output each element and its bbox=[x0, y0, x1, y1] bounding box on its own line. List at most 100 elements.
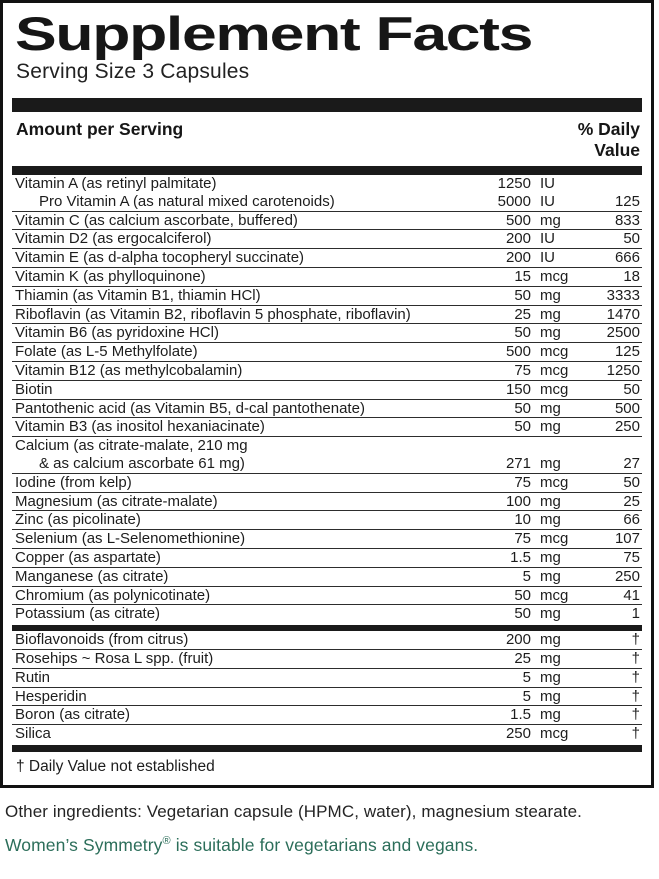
nutrient-row: Pantothenic acid (as Vitamin B5, d-cal p… bbox=[12, 400, 642, 419]
nutrient-name: & as calcium ascorbate 61 mg) bbox=[39, 454, 245, 472]
nutrient-daily-value: † bbox=[631, 706, 640, 724]
nutrient-daily-value: † bbox=[631, 725, 640, 743]
nutrient-amount: 25 bbox=[514, 305, 531, 323]
nutrient-name: Vitamin C (as calcium ascorbate, buffere… bbox=[15, 211, 298, 229]
nutrient-daily-value: 41 bbox=[623, 586, 640, 604]
nutrient-daily-value: 125 bbox=[614, 192, 640, 210]
nutrient-daily-value: 50 bbox=[623, 230, 640, 248]
nutrient-unit: mcg bbox=[540, 380, 569, 398]
nutrient-daily-value: 666 bbox=[614, 249, 640, 267]
amount-per-serving-label: Amount per Serving bbox=[16, 119, 184, 139]
nutrient-amount: 50 bbox=[514, 605, 531, 623]
nutrient-name: Manganese (as citrate) bbox=[15, 567, 169, 585]
nutrient-name: Copper (as aspartate) bbox=[15, 548, 161, 566]
brand-name: Women’s Symmetry bbox=[5, 834, 163, 855]
nutrient-amount: 250 bbox=[505, 725, 531, 743]
nutrient-name: Zinc (as picolinate) bbox=[15, 511, 141, 529]
table-header: Amount per Serving % Daily Value bbox=[12, 112, 642, 166]
nutrient-row: Bioflavonoids (from citrus) 200 mg † bbox=[12, 631, 642, 650]
nutrient-amount: 500 bbox=[505, 211, 531, 229]
nutrient-unit: mg bbox=[540, 687, 561, 705]
nutrient-unit: mg bbox=[540, 399, 561, 417]
nutrient-daily-value: † bbox=[631, 668, 640, 686]
nutrient-unit: mg bbox=[540, 511, 561, 529]
nutrient-unit: mg bbox=[540, 492, 561, 510]
nutrient-unit: mcg bbox=[540, 473, 569, 491]
nutrient-row: Boron (as citrate) 1.5 mg † bbox=[12, 706, 642, 726]
nutrient-row: & as calcium ascorbate 61 mg) 271 mg 27 bbox=[12, 455, 642, 474]
nutrient-amount: 75 bbox=[514, 473, 531, 491]
nutrient-daily-value: 833 bbox=[614, 211, 640, 229]
nutrient-amount: 200 bbox=[505, 230, 531, 248]
nutrient-amount: 50 bbox=[514, 324, 531, 342]
nutrient-name: Vitamin A (as retinyl palmitate) bbox=[15, 175, 217, 192]
nutrient-daily-value: 107 bbox=[614, 530, 640, 548]
nutrient-row: Folate (as L-5 Methylfolate) 500 mcg 125 bbox=[12, 343, 642, 362]
nutrient-row: Vitamin B3 (as inositol hexaniacinate) 5… bbox=[12, 418, 642, 438]
nutrient-name: Silica bbox=[15, 725, 51, 743]
nutrient-row: Calcium (as citrate-malate, 210 mg bbox=[12, 437, 642, 455]
nutrient-daily-value: 250 bbox=[614, 418, 640, 436]
supplement-facts-title: Supplement Facts bbox=[15, 7, 533, 60]
nutrient-row: Zinc (as picolinate) 10 mg 66 bbox=[12, 511, 642, 531]
nutrient-amount: 50 bbox=[514, 586, 531, 604]
nutrient-name: Iodine (from kelp) bbox=[15, 473, 132, 491]
nutrient-unit: mcg bbox=[540, 361, 569, 379]
nutrient-daily-value: 1250 bbox=[606, 361, 640, 379]
registered-trademark-symbol: ® bbox=[162, 835, 171, 848]
nutrient-amount: 5000 bbox=[497, 192, 531, 210]
nutrient-unit: mg bbox=[540, 631, 561, 649]
nutrient-row: Hesperidin 5 mg † bbox=[12, 688, 642, 707]
nutrient-unit: mg bbox=[540, 211, 561, 229]
nutrient-daily-value: 27 bbox=[623, 454, 640, 472]
nutrient-unit: mg bbox=[540, 706, 561, 724]
nutrient-amount: 200 bbox=[505, 631, 531, 649]
nutrient-row: Vitamin K (as phylloquinone) 15 mcg 18 bbox=[12, 268, 642, 287]
nutrient-amount: 50 bbox=[514, 399, 531, 417]
nutrient-name: Chromium (as polynicotinate) bbox=[15, 586, 211, 604]
nutrient-name: Riboflavin (as Vitamin B2, riboflavin 5 … bbox=[15, 305, 411, 323]
nutrient-row: Magnesium (as citrate-malate) 100 mg 25 bbox=[12, 493, 642, 512]
nutrient-daily-value: 500 bbox=[614, 399, 640, 417]
nutrient-row: Riboflavin (as Vitamin B2, riboflavin 5 … bbox=[12, 306, 642, 325]
nutrient-unit: mg bbox=[540, 418, 561, 436]
nutrient-unit: mg bbox=[540, 649, 561, 667]
nutrient-unit: IU bbox=[540, 249, 555, 267]
nutrient-row: Selenium (as L-Selenomethionine) 75 mcg … bbox=[12, 530, 642, 549]
nutrient-name: Hesperidin bbox=[15, 687, 87, 705]
nutrient-unit: mcg bbox=[540, 267, 569, 285]
nutrient-daily-value: 250 bbox=[614, 567, 640, 585]
daily-value-footnote: † Daily Value not established bbox=[16, 757, 215, 775]
nutrient-row: Vitamin D2 (as ergocalciferol) 200 IU 50 bbox=[12, 230, 642, 250]
nutrient-name: Potassium (as citrate) bbox=[15, 605, 161, 623]
nutrient-daily-value: 2500 bbox=[606, 324, 640, 342]
nutrient-amount: 15 bbox=[514, 267, 531, 285]
nutrient-amount: 75 bbox=[514, 530, 531, 548]
nutrient-rows-section-2: Bioflavonoids (from citrus) 200 mg † Ros… bbox=[12, 631, 642, 743]
nutrient-name: Vitamin K (as phylloquinone) bbox=[15, 267, 206, 285]
nutrient-daily-value: 50 bbox=[623, 473, 640, 491]
nutrient-unit: mg bbox=[540, 548, 561, 566]
divider-bar-footnote bbox=[12, 744, 642, 752]
nutrient-amount: 75 bbox=[514, 361, 531, 379]
nutrient-daily-value: 18 bbox=[623, 267, 640, 285]
nutrient-name: Vitamin B12 (as methylcobalamin) bbox=[15, 361, 243, 379]
nutrient-amount: 1250 bbox=[497, 175, 531, 192]
nutrient-unit: mg bbox=[540, 454, 561, 472]
nutrient-unit: mcg bbox=[540, 725, 569, 743]
nutrient-row: Vitamin B6 (as pyridoxine HCl) 50 mg 250… bbox=[12, 324, 642, 344]
page-title: Supplement Facts bbox=[12, 3, 642, 57]
dv-label-line2: Value bbox=[594, 140, 640, 160]
percent-daily-value-label: % Daily Value bbox=[578, 119, 640, 161]
nutrient-name: Folate (as L-5 Methylfolate) bbox=[15, 343, 198, 361]
nutrient-unit: IU bbox=[540, 230, 555, 248]
nutrient-amount: 5 bbox=[522, 687, 531, 705]
nutrient-name: Rosehips ~ Rosa L spp. (fruit) bbox=[15, 649, 214, 667]
divider-bar-section bbox=[12, 625, 642, 632]
nutrient-amount: 1.5 bbox=[510, 706, 531, 724]
divider-bar-thick bbox=[12, 98, 642, 112]
nutrient-name: Pro Vitamin A (as natural mixed caroteno… bbox=[39, 192, 335, 210]
dv-label-line1: % Daily bbox=[577, 119, 640, 139]
nutrient-row: Iodine (from kelp) 75 mcg 50 bbox=[12, 474, 642, 493]
nutrient-amount: 5 bbox=[522, 567, 531, 585]
